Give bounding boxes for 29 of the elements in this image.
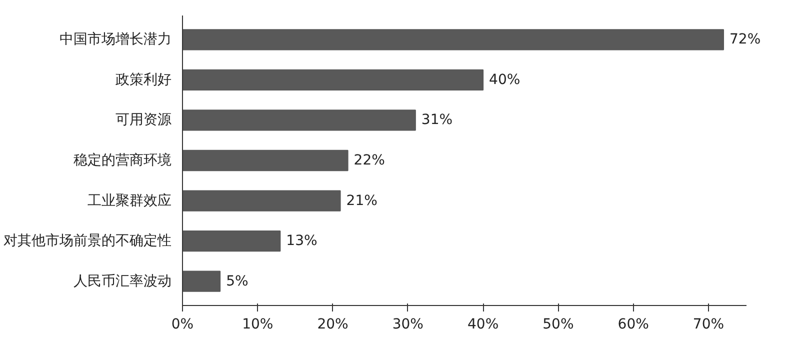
data-label: 21% [346, 192, 378, 209]
y-tick-label: 工业聚群效应 [88, 192, 172, 209]
data-label: 40% [489, 72, 520, 88]
x-tick-label: 70% [692, 316, 724, 332]
bar [182, 190, 341, 212]
x-tick-label: 30% [392, 316, 424, 332]
x-tick-label: 20% [317, 316, 348, 332]
data-label: 72% [730, 32, 761, 48]
y-tick-label: 可用资源 [116, 112, 172, 128]
data-label: 13% [286, 233, 318, 250]
bar [182, 230, 281, 252]
x-tick-label: 60% [618, 316, 649, 332]
y-tick-label: 人民币汇率波动 [74, 273, 172, 290]
x-tick-label: 0% [171, 316, 194, 332]
bar [182, 110, 416, 131]
bar [182, 270, 221, 292]
x-tick-label: 50% [542, 316, 574, 332]
data-label: 5% [226, 273, 248, 290]
y-tick-label: 稳定的营商环境 [74, 152, 172, 168]
bar [182, 69, 484, 91]
y-tick-label: 政策利好 [116, 72, 172, 88]
bar [182, 150, 348, 172]
x-tick-label: 10% [242, 316, 274, 332]
y-tick-label: 对其他市场前景的不确定性 [4, 233, 172, 250]
bar [182, 29, 724, 50]
data-label: 22% [354, 152, 385, 168]
data-label: 31% [421, 112, 453, 128]
y-tick-label: 中国市场增长潜力 [60, 32, 172, 48]
x-tick-label: 40% [468, 316, 499, 332]
